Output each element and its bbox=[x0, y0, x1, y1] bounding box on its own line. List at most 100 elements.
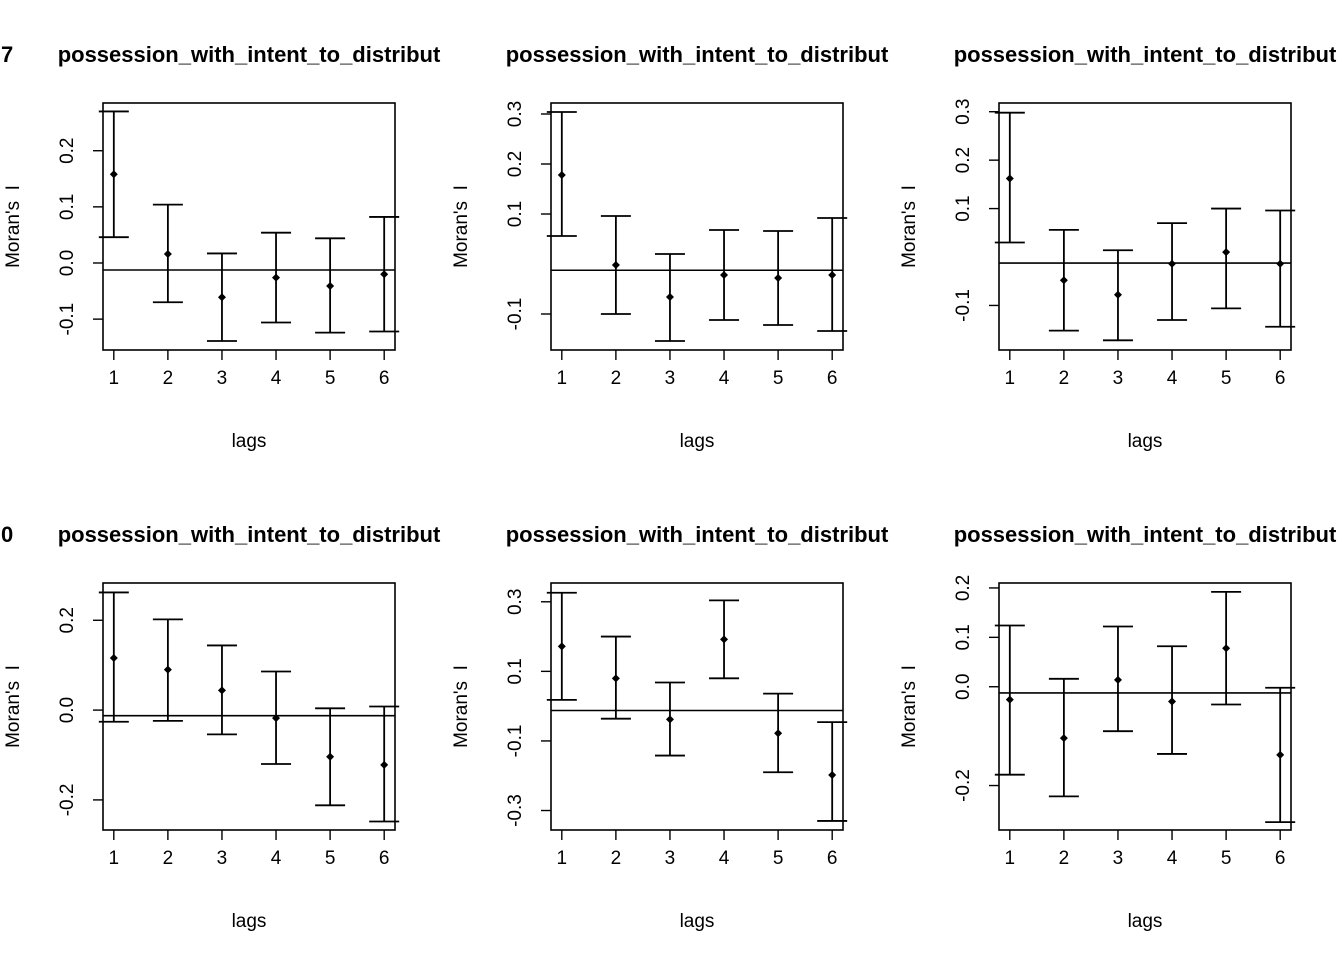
x-tick-label: 3 bbox=[1113, 368, 1124, 389]
x-tick-label: 5 bbox=[773, 848, 784, 869]
data-point-lag-1 bbox=[1005, 695, 1014, 704]
y-tick-label: -0.3 bbox=[505, 794, 526, 827]
x-tick-label: 2 bbox=[1059, 848, 1070, 869]
data-point-lag-4 bbox=[720, 271, 729, 279]
plot-frame bbox=[102, 102, 396, 351]
chart-panel-6: possession_with_intent_to_distribut 1 2 3 4 5… bbox=[899, 522, 1337, 932]
x-axis-label: lags bbox=[680, 431, 715, 452]
data-point-lag-3 bbox=[665, 293, 674, 301]
y-tick-label: 0.1 bbox=[57, 194, 78, 220]
plot-frame bbox=[998, 582, 1292, 831]
x-tick-label: 3 bbox=[1113, 848, 1124, 869]
data-point-lag-5 bbox=[774, 729, 783, 738]
y-tick-label: 0.1 bbox=[953, 195, 974, 221]
data-point-lag-1 bbox=[557, 642, 566, 651]
y-tick-label: 0.3 bbox=[505, 589, 526, 615]
chart-title: possession_with_intent_to_distribut bbox=[954, 42, 1337, 67]
x-tick-label: 6 bbox=[379, 368, 390, 389]
y-tick-label: 0.1 bbox=[505, 201, 526, 227]
y-axis-label: Moran's I bbox=[451, 185, 472, 268]
chart-title: possession_with_intent_to_distribut bbox=[506, 522, 889, 547]
data-point-lag-6 bbox=[380, 270, 389, 279]
x-tick-label: 4 bbox=[1167, 848, 1178, 869]
x-axis-label: lags bbox=[232, 911, 267, 932]
plot-frame bbox=[102, 582, 396, 831]
plot-frame bbox=[550, 582, 844, 831]
x-tick-label: 3 bbox=[665, 368, 676, 389]
y-tick-label: 0.2 bbox=[505, 151, 526, 177]
data-point-lag-6 bbox=[1276, 750, 1285, 759]
data-point-lag-3 bbox=[1113, 290, 1122, 299]
data-point-lag-6 bbox=[380, 760, 389, 769]
y-axis-label: Moran's I bbox=[3, 665, 24, 748]
chart-panel-4: possession_with_intent_to_distribut 0 1 2 3 4… bbox=[1, 522, 441, 932]
chart-title-prefix: 7 bbox=[1, 42, 13, 67]
data-point-lag-4 bbox=[1168, 259, 1177, 268]
chart-title: possession_with_intent_to_distribut bbox=[506, 42, 889, 67]
data-point-lag-4 bbox=[1168, 697, 1177, 706]
y-tick-label: 0.0 bbox=[57, 697, 78, 723]
x-tick-label: 4 bbox=[719, 368, 730, 389]
data-point-lag-5 bbox=[326, 752, 335, 761]
data-point-lag-3 bbox=[217, 293, 226, 302]
y-tick-label: 0.0 bbox=[953, 674, 974, 700]
data-point-lag-1 bbox=[109, 170, 118, 179]
chart-panel-1: possession_with_intent_to_distribut 7 1 2 3 4… bbox=[1, 42, 441, 452]
x-tick-label: 6 bbox=[827, 848, 838, 869]
x-tick-label: 1 bbox=[1005, 848, 1016, 869]
x-tick-label: 3 bbox=[665, 848, 676, 869]
data-point-lag-5 bbox=[774, 274, 783, 282]
data-point-lag-4 bbox=[272, 273, 281, 282]
y-tick-label: 0.3 bbox=[953, 99, 974, 125]
x-axis-label: lags bbox=[680, 911, 715, 932]
x-tick-label: 1 bbox=[1005, 368, 1016, 389]
data-point-lag-5 bbox=[326, 282, 335, 291]
data-point-lag-1 bbox=[109, 653, 118, 662]
y-tick-label: -0.1 bbox=[57, 303, 78, 336]
x-axis-label: lags bbox=[232, 431, 267, 452]
x-tick-label: 2 bbox=[611, 848, 622, 869]
y-tick-label: 0.2 bbox=[57, 138, 78, 164]
x-tick-label: 5 bbox=[1221, 368, 1232, 389]
x-tick-label: 4 bbox=[271, 848, 282, 869]
y-axis-label: Moran's I bbox=[451, 665, 472, 748]
x-tick-label: 1 bbox=[109, 368, 120, 389]
x-tick-label: 1 bbox=[557, 368, 568, 389]
chart-panel-3: possession_with_intent_to_distribut 1 2 3 4 5… bbox=[899, 42, 1337, 452]
x-tick-label: 1 bbox=[557, 848, 568, 869]
chart-panel-5: possession_with_intent_to_distribut 1 2 3 4 5… bbox=[451, 522, 889, 932]
x-tick-label: 2 bbox=[1059, 368, 1070, 389]
data-point-lag-2 bbox=[611, 674, 620, 683]
data-point-lag-2 bbox=[611, 261, 620, 269]
y-tick-label: -0.2 bbox=[953, 769, 974, 802]
x-tick-label: 4 bbox=[271, 368, 282, 389]
chart-panel-2: possession_with_intent_to_distribut 1 2 3 4 5… bbox=[451, 42, 889, 452]
y-tick-label: 0.0 bbox=[57, 250, 78, 276]
data-point-lag-3 bbox=[217, 686, 226, 695]
data-point-lag-5 bbox=[1222, 644, 1231, 653]
y-tick-label: 0.2 bbox=[57, 607, 78, 633]
y-tick-label: 0.1 bbox=[953, 624, 974, 650]
x-tick-label: 6 bbox=[1275, 848, 1286, 869]
chart-title: possession_with_intent_to_distribut bbox=[58, 42, 441, 67]
x-tick-label: 2 bbox=[611, 368, 622, 389]
chart-title: possession_with_intent_to_distribut bbox=[58, 522, 441, 547]
x-tick-label: 2 bbox=[163, 848, 174, 869]
data-point-lag-6 bbox=[828, 271, 837, 279]
x-tick-label: 6 bbox=[827, 368, 838, 389]
data-point-lag-2 bbox=[1059, 734, 1068, 743]
y-axis-label: Moran's I bbox=[899, 185, 920, 268]
plot-frame bbox=[550, 102, 844, 351]
x-tick-label: 4 bbox=[1167, 368, 1178, 389]
data-point-lag-3 bbox=[1113, 675, 1122, 684]
x-tick-label: 1 bbox=[109, 848, 120, 869]
data-point-lag-2 bbox=[163, 250, 172, 259]
x-tick-label: 3 bbox=[217, 368, 228, 389]
x-tick-label: 2 bbox=[163, 368, 174, 389]
y-tick-label: -0.1 bbox=[505, 298, 526, 331]
y-tick-label: 0.3 bbox=[505, 101, 526, 127]
y-tick-label: -0.1 bbox=[953, 289, 974, 322]
y-axis-label: Moran's I bbox=[899, 665, 920, 748]
y-tick-label: -0.1 bbox=[505, 725, 526, 758]
